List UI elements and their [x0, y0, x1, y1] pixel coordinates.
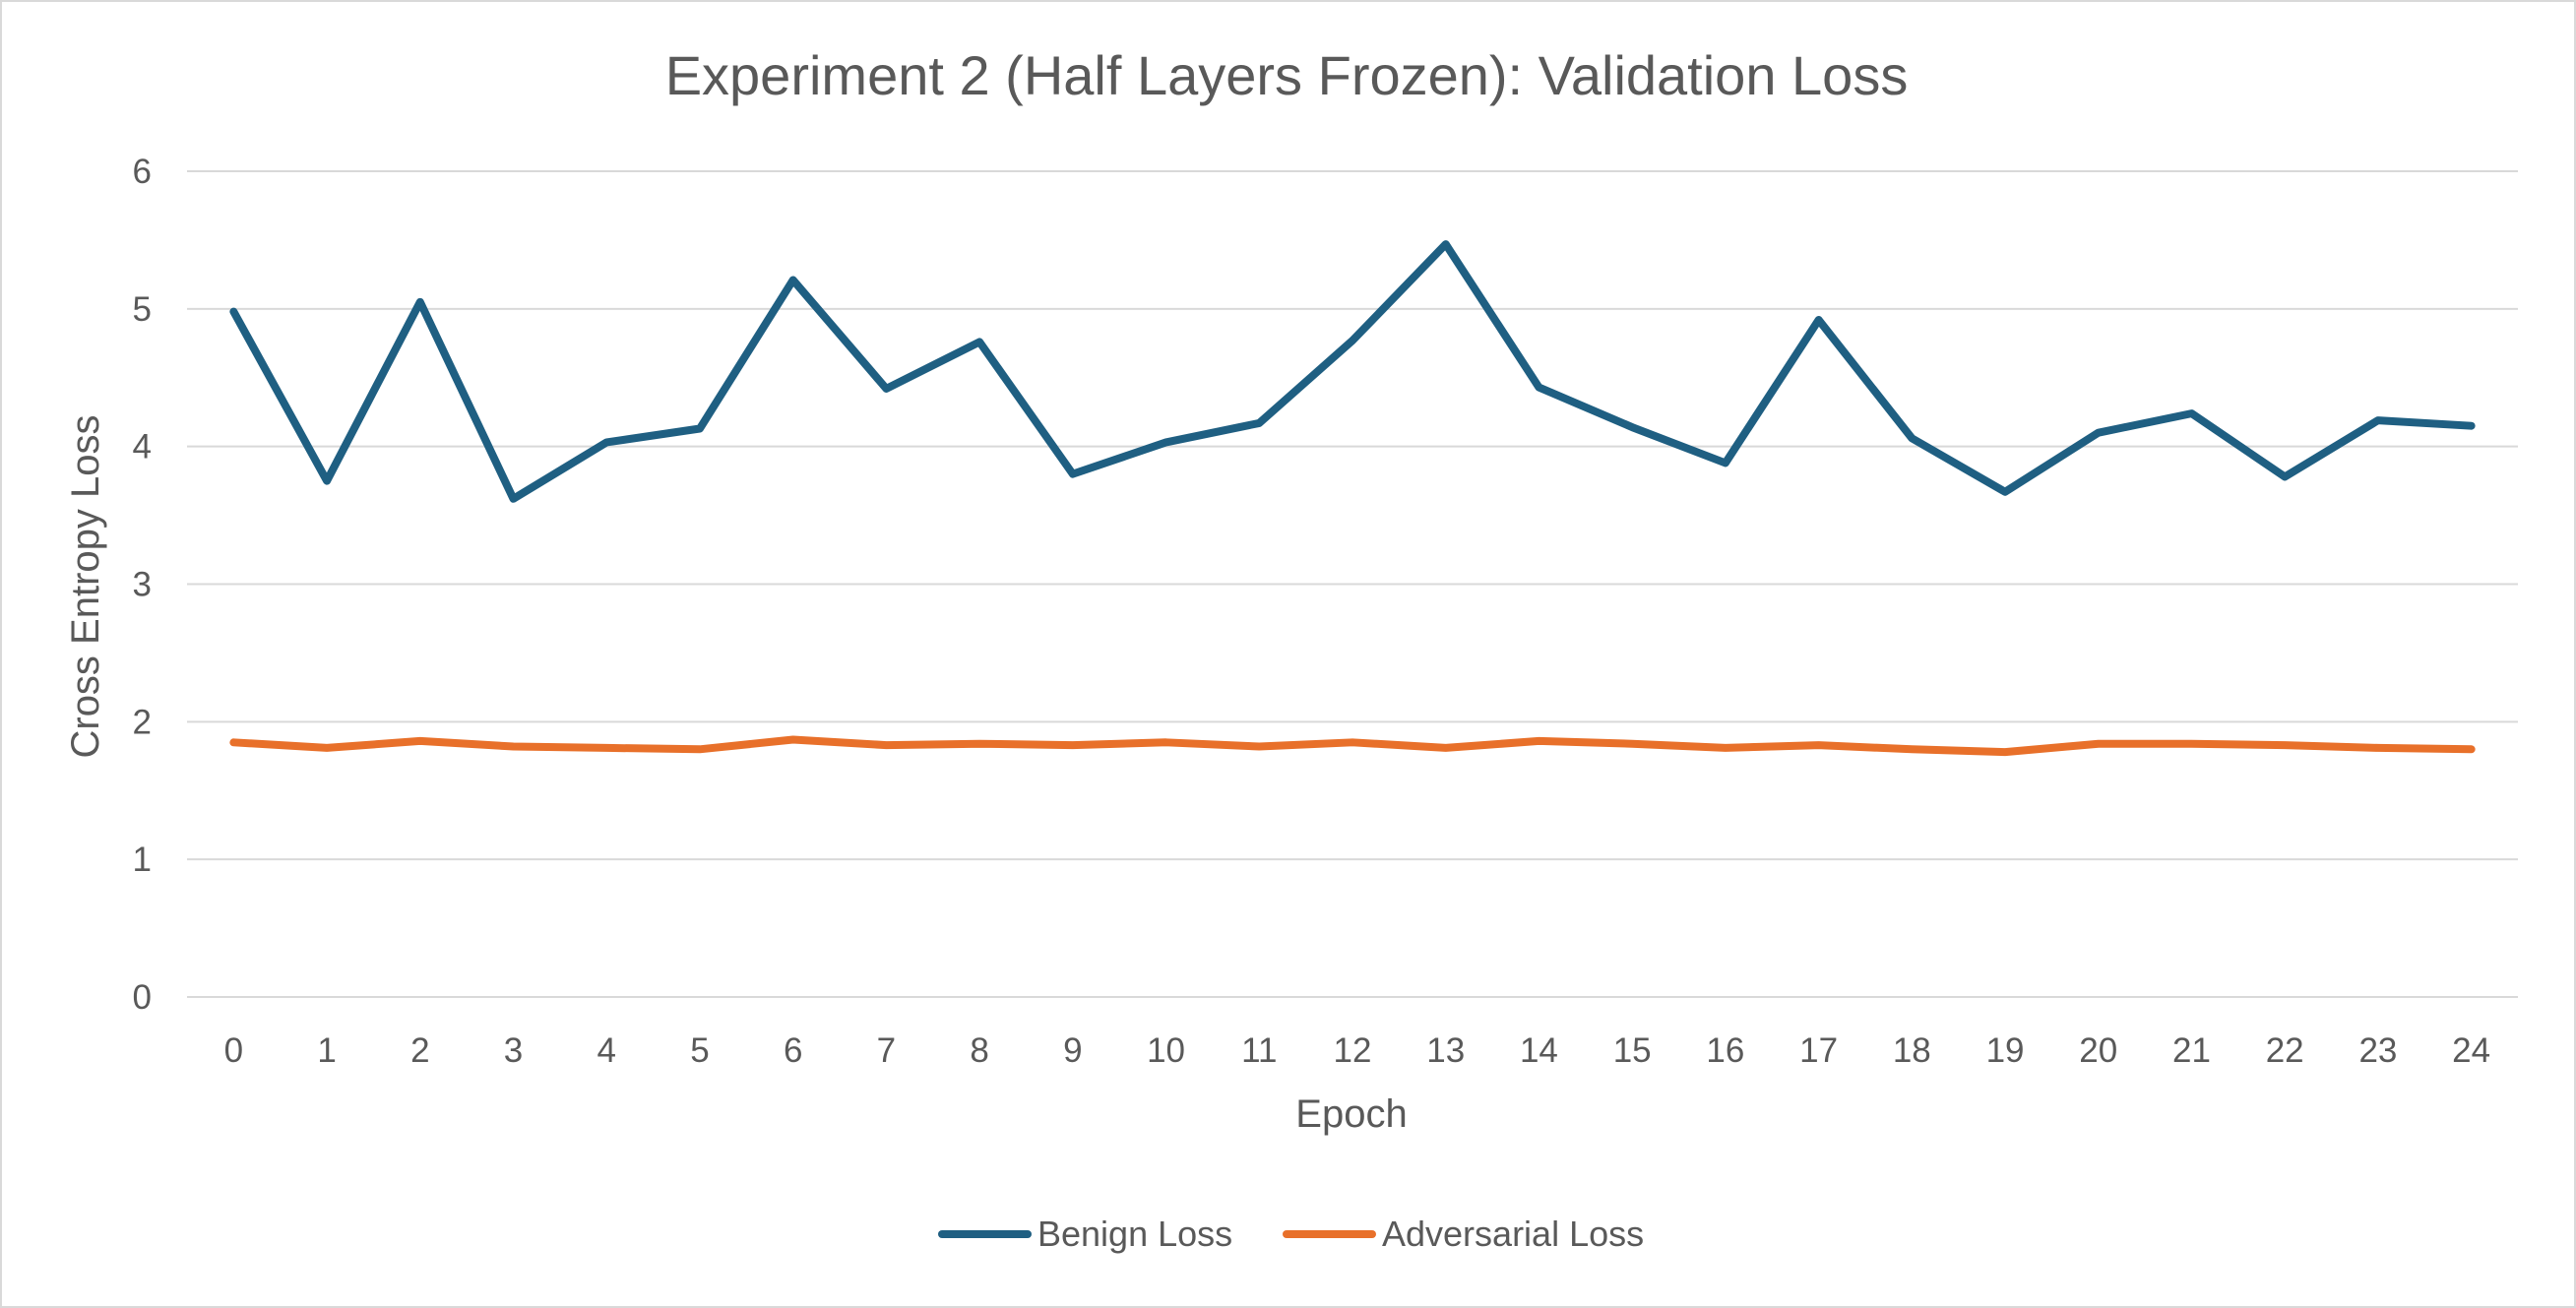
y-tick-labels: 0 1 2 3 4 5 6	[133, 153, 152, 1017]
x-tick-label: 24	[2452, 1031, 2490, 1070]
x-tick-label: 0	[224, 1031, 243, 1070]
chart-title: Experiment 2 (Half Layers Frozen): Valid…	[665, 44, 1909, 106]
x-tick-label: 4	[597, 1031, 616, 1070]
gridlines	[187, 170, 2518, 998]
legend-label: Benign Loss	[1037, 1214, 1232, 1254]
x-axis-title: Epoch	[1295, 1092, 1407, 1136]
y-tick-label: 3	[133, 566, 152, 604]
x-tick-label: 5	[690, 1031, 709, 1070]
x-tick-label: 2	[410, 1031, 429, 1070]
x-tick-label: 11	[1241, 1031, 1277, 1070]
y-axis-title: Cross Entropy Loss	[64, 414, 107, 758]
series-lines	[229, 240, 2476, 757]
x-tick-label: 22	[2266, 1031, 2304, 1070]
x-tick-label: 13	[1426, 1031, 1465, 1070]
x-tick-label: 16	[1706, 1031, 1744, 1070]
y-tick-label: 5	[133, 290, 152, 329]
x-tick-label: 17	[1799, 1031, 1838, 1070]
x-tick-label: 3	[504, 1031, 523, 1070]
x-tick-label: 1	[317, 1031, 336, 1070]
x-tick-label: 8	[970, 1031, 988, 1070]
y-tick-label: 4	[133, 428, 152, 467]
legend: Benign Loss Adversarial Loss	[938, 1214, 1644, 1254]
x-tick-label: 19	[1986, 1031, 2025, 1070]
x-tick-label: 10	[1147, 1031, 1185, 1070]
x-tick-label: 9	[1063, 1031, 1082, 1070]
x-tick-label: 6	[784, 1031, 802, 1070]
series-line-benign-loss	[229, 240, 2476, 503]
x-tick-label: 18	[1893, 1031, 1931, 1070]
y-tick-label: 2	[133, 703, 152, 741]
x-tick-label: 20	[2079, 1031, 2117, 1070]
y-tick-label: 0	[133, 978, 152, 1017]
x-tick-labels: 0 1 2 3 4 5 6 7 8 9 10 11 12 13 14 15 16 17 18 19 20 21 22 23 24	[224, 1031, 2490, 1070]
x-tick-label: 15	[1613, 1031, 1652, 1070]
series-line-adversarial-loss	[229, 735, 2476, 757]
x-tick-label: 14	[1520, 1031, 1558, 1070]
x-tick-label: 21	[2172, 1031, 2211, 1070]
legend-label: Adversarial Loss	[1382, 1214, 1644, 1254]
y-tick-label: 6	[133, 153, 152, 191]
x-tick-label: 12	[1334, 1031, 1372, 1070]
x-tick-label: 23	[2358, 1031, 2397, 1070]
y-tick-label: 1	[133, 841, 152, 879]
x-tick-label: 7	[877, 1031, 896, 1070]
